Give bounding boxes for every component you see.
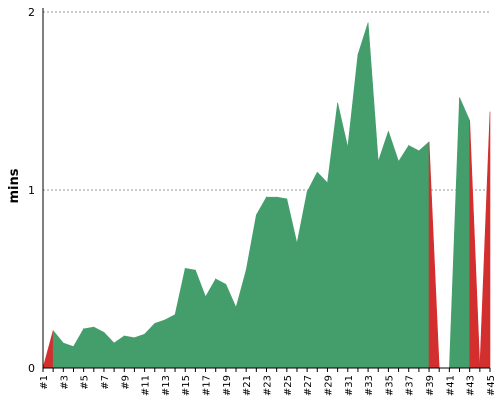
area-segment bbox=[154, 319, 166, 369]
area-segment bbox=[256, 195, 267, 369]
x-tick-label: #21 bbox=[242, 375, 253, 396]
x-tick-label: #13 bbox=[161, 375, 172, 396]
area-segment bbox=[184, 267, 196, 369]
area-segment bbox=[134, 333, 145, 369]
x-tick-label: #29 bbox=[323, 375, 334, 396]
area-segment bbox=[103, 331, 115, 369]
area-segment bbox=[113, 335, 125, 369]
x-tick-label: #17 bbox=[202, 375, 213, 396]
area-segment bbox=[459, 97, 470, 369]
y-tick-label: 1 bbox=[28, 184, 35, 197]
x-tick-label: #15 bbox=[181, 375, 192, 396]
x-tick-label: #39 bbox=[425, 375, 436, 396]
area-segment bbox=[164, 314, 176, 369]
x-tick-label: #1 bbox=[39, 375, 50, 390]
x-tick-label: #31 bbox=[344, 375, 355, 396]
area-segment bbox=[347, 54, 359, 369]
area-segment bbox=[83, 326, 95, 369]
area-segment bbox=[286, 198, 298, 369]
area-segment bbox=[245, 214, 257, 369]
x-tick-label: #19 bbox=[222, 375, 233, 396]
x-tick-label: #11 bbox=[141, 375, 152, 396]
y-axis-label: mins bbox=[7, 168, 22, 203]
area-segment bbox=[195, 269, 206, 369]
area-segment bbox=[316, 171, 328, 369]
area-segment bbox=[357, 22, 369, 369]
duration-areas bbox=[42, 22, 491, 369]
x-tick-label: #37 bbox=[405, 375, 416, 396]
area-segment bbox=[337, 102, 349, 369]
x-tick-label: #5 bbox=[80, 375, 91, 390]
area-segment bbox=[276, 196, 288, 369]
x-tick-label: #9 bbox=[120, 375, 131, 390]
area-segment bbox=[235, 270, 247, 369]
area-segment bbox=[398, 144, 410, 369]
area-segment bbox=[469, 120, 481, 369]
x-tick-label: #7 bbox=[100, 375, 111, 390]
area-segment bbox=[306, 172, 318, 369]
area-segment bbox=[266, 196, 277, 369]
x-tick-label: #3 bbox=[59, 375, 70, 390]
area-segment bbox=[215, 278, 227, 369]
area-segment bbox=[73, 327, 84, 369]
area-segment bbox=[144, 322, 156, 369]
area-segment bbox=[205, 277, 217, 369]
x-tick-labels: #1 #3 #5 #7 #9 #11 #13 #15 #17 #19 #21 #23 #25 #27 #29… bbox=[39, 375, 497, 396]
area-segment bbox=[377, 131, 389, 369]
area-segment bbox=[52, 329, 64, 369]
area-segment bbox=[327, 102, 338, 369]
area-segment bbox=[63, 342, 74, 369]
y-tick-label: 0 bbox=[28, 362, 35, 375]
y-tick-labels: 0 1 2 bbox=[28, 6, 35, 375]
x-tick-label: #45 bbox=[486, 375, 497, 396]
area-segment bbox=[296, 191, 308, 369]
x-tick-label: #35 bbox=[384, 375, 395, 396]
area-segment bbox=[42, 330, 54, 369]
area-segment bbox=[449, 97, 460, 369]
area-segment bbox=[418, 141, 430, 369]
area-segment bbox=[123, 335, 135, 369]
x-tick-label: #23 bbox=[263, 375, 274, 396]
area-segment bbox=[174, 268, 186, 369]
x-tick-label: #27 bbox=[303, 375, 314, 396]
axes bbox=[42, 8, 491, 372]
area-segment bbox=[225, 284, 237, 369]
area-segment bbox=[479, 111, 491, 369]
area-segment bbox=[408, 145, 420, 369]
x-tick-label: #43 bbox=[466, 375, 477, 396]
area-segment bbox=[93, 326, 105, 369]
x-tick-label: #41 bbox=[445, 375, 456, 396]
x-tick-label: #25 bbox=[283, 375, 294, 396]
y-tick-label: 2 bbox=[28, 6, 35, 19]
area-segment bbox=[367, 22, 379, 369]
x-tick-label: #33 bbox=[364, 375, 375, 396]
area-segment bbox=[428, 141, 440, 369]
area-segment bbox=[388, 131, 399, 369]
